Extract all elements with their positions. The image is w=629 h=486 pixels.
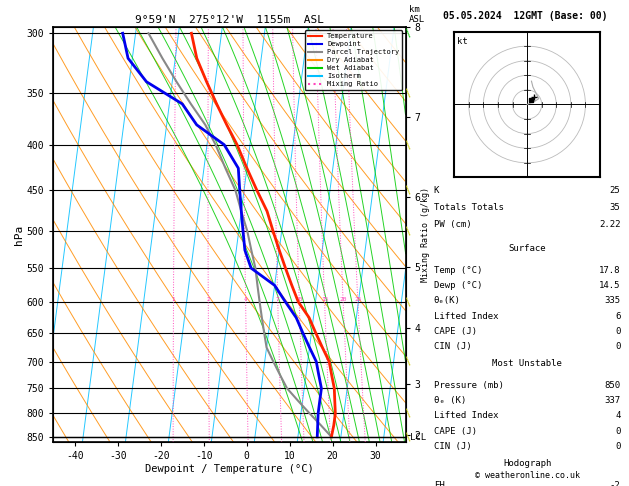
Text: 0: 0 <box>615 427 621 436</box>
Text: 25: 25 <box>610 186 621 195</box>
Text: 1: 1 <box>172 297 175 302</box>
Text: EH: EH <box>433 481 445 486</box>
Text: PW (cm): PW (cm) <box>433 220 471 229</box>
Text: K: K <box>433 186 439 195</box>
Text: Surface: Surface <box>508 244 546 253</box>
Text: 4: 4 <box>243 297 247 302</box>
X-axis label: Dewpoint / Temperature (°C): Dewpoint / Temperature (°C) <box>145 464 314 474</box>
Text: 10: 10 <box>296 297 303 302</box>
Text: Hodograph: Hodograph <box>503 459 551 468</box>
Text: kt: kt <box>457 37 468 47</box>
Text: Lifted Index: Lifted Index <box>433 412 498 420</box>
Text: 25: 25 <box>354 297 362 302</box>
Text: Mixing Ratio (g/kg): Mixing Ratio (g/kg) <box>421 187 430 282</box>
Text: /: / <box>403 431 415 442</box>
Text: 14.5: 14.5 <box>599 281 621 290</box>
Text: θₑ(K): θₑ(K) <box>433 296 460 305</box>
Text: Temp (°C): Temp (°C) <box>433 266 482 275</box>
Text: 4: 4 <box>615 412 621 420</box>
Text: Totals Totals: Totals Totals <box>433 203 504 212</box>
Text: 2.22: 2.22 <box>599 220 621 229</box>
Text: 337: 337 <box>604 396 621 405</box>
Text: 2: 2 <box>206 297 210 302</box>
Text: Dewp (°C): Dewp (°C) <box>433 281 482 290</box>
Text: km
ASL: km ASL <box>409 5 425 24</box>
Text: Pressure (mb): Pressure (mb) <box>433 381 504 390</box>
Text: 335: 335 <box>604 296 621 305</box>
Text: Lifted Index: Lifted Index <box>433 312 498 321</box>
Text: 0: 0 <box>615 442 621 451</box>
Legend: Temperature, Dewpoint, Parcel Trajectory, Dry Adiabat, Wet Adiabat, Isotherm, Mi: Temperature, Dewpoint, Parcel Trajectory… <box>305 30 402 90</box>
Text: /: / <box>403 185 415 196</box>
Text: CIN (J): CIN (J) <box>433 342 471 351</box>
Text: 0: 0 <box>615 327 621 336</box>
Text: /: / <box>403 87 415 99</box>
Text: /: / <box>403 28 415 39</box>
Text: CAPE (J): CAPE (J) <box>433 327 477 336</box>
Text: /: / <box>403 356 415 367</box>
Text: /: / <box>403 139 415 150</box>
Text: 20: 20 <box>340 297 347 302</box>
Text: θₑ (K): θₑ (K) <box>433 396 466 405</box>
Text: -2: -2 <box>610 481 621 486</box>
Text: 7: 7 <box>276 297 280 302</box>
Text: 15: 15 <box>321 297 328 302</box>
Text: CAPE (J): CAPE (J) <box>433 427 477 436</box>
Text: CIN (J): CIN (J) <box>433 442 471 451</box>
Text: 6: 6 <box>615 312 621 321</box>
Text: 0: 0 <box>615 342 621 351</box>
Text: 05.05.2024  12GMT (Base: 00): 05.05.2024 12GMT (Base: 00) <box>443 11 608 21</box>
Title: 9°59'N  275°12'W  1155m  ASL: 9°59'N 275°12'W 1155m ASL <box>135 15 324 25</box>
Text: /: / <box>403 226 415 237</box>
Text: 850: 850 <box>604 381 621 390</box>
Text: Most Unstable: Most Unstable <box>492 359 562 368</box>
Text: © weatheronline.co.uk: © weatheronline.co.uk <box>475 471 579 480</box>
Text: LCL: LCL <box>410 434 426 442</box>
Text: /: / <box>403 296 415 308</box>
Text: 17.8: 17.8 <box>599 266 621 275</box>
Text: /: / <box>403 408 415 419</box>
Text: 35: 35 <box>610 203 621 212</box>
Y-axis label: hPa: hPa <box>14 225 24 244</box>
